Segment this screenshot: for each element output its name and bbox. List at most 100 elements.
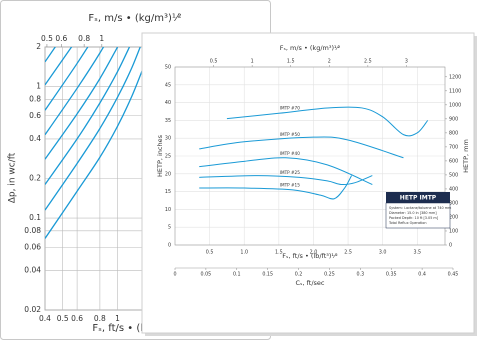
- series-label: IMTP #25: [280, 170, 300, 175]
- y-tick-label: 0.1: [29, 213, 41, 222]
- y-tick-label: 45: [165, 82, 171, 88]
- x3-tick-label: 0.2: [295, 272, 303, 278]
- data-line: [226, 106, 429, 137]
- card: [141, 32, 475, 334]
- y-axis-title: Δp, in wc/ft: [8, 152, 18, 203]
- y2-tick-label: 400: [449, 186, 458, 192]
- y-tick-label: 0.2: [29, 174, 41, 183]
- x3-tick-label: 0.15: [262, 272, 273, 278]
- data-line: [45, 65, 145, 239]
- annotation-line: Diameter: 15.0 in [380 mm]: [389, 211, 437, 215]
- x3-tick-label: 0.25: [324, 272, 335, 278]
- x3-tick-label: 0.05: [201, 272, 212, 278]
- x-tick-label: 0.8: [94, 314, 106, 323]
- y2-tick-label: 700: [449, 144, 458, 150]
- x-tick-label: 1.0: [240, 250, 248, 256]
- y2-tick-label: 1100: [449, 88, 461, 94]
- x-tick-label: 3.0: [379, 250, 387, 256]
- x2-axis-title: Fₛ, m/s • (kg/m³)¹⁄²: [280, 44, 341, 52]
- x2-tick-label: 0.6: [55, 34, 67, 43]
- x-tick-label: 2.5: [344, 250, 352, 256]
- y2-tick-label: 1000: [449, 102, 461, 108]
- series-label: IMTP #50: [280, 132, 300, 137]
- x-tick-label: 0.4: [39, 314, 51, 323]
- annotation-line: System: i-octane/toluene at 740 mm: [389, 206, 452, 210]
- x3-tick-label: 0.45: [448, 272, 459, 278]
- x3-tick-label: 0.3: [357, 272, 365, 278]
- y2-tick-label: 300: [449, 200, 458, 206]
- y2-tick-label: 600: [449, 158, 458, 164]
- y2-tick-label: 200: [449, 214, 458, 220]
- data-line: [199, 157, 373, 185]
- x-tick-label: 3.5: [413, 250, 421, 256]
- x2-tick-label: 0.5: [41, 34, 53, 43]
- x3-tick-label: 0.1: [233, 272, 241, 278]
- data-line: [45, 47, 89, 111]
- annotation-title: HETP IMTP: [400, 194, 437, 201]
- x3-tick-label: 0.35: [386, 272, 397, 278]
- y2-axis-title: HETP, mm: [462, 139, 470, 173]
- y-tick-label: 1: [36, 82, 41, 91]
- y-tick-label: 2: [36, 42, 41, 51]
- x2-tick-label: 3: [405, 59, 408, 65]
- y-axis-title: HETP, inches: [156, 134, 164, 177]
- annotation-line: Total Reflux Operation: [388, 221, 427, 225]
- data-line: [45, 47, 105, 136]
- x-tick-label: 2.0: [310, 250, 318, 256]
- x-tick-label: 0.5: [57, 314, 69, 323]
- y-tick-label: 15: [165, 189, 171, 195]
- series-label: IMTP #70: [280, 106, 300, 111]
- y-tick-label: 0.6: [29, 111, 41, 120]
- y-tick-label: 35: [165, 118, 171, 124]
- x2-tick-label: 1: [99, 34, 104, 43]
- x3-tick-label: 0.4: [418, 272, 426, 278]
- y-tick-label: 5: [168, 225, 171, 231]
- y-tick-label: 0.04: [24, 265, 41, 274]
- y2-tick-label: 0: [449, 243, 452, 249]
- y-tick-label: 25: [165, 154, 171, 160]
- data-line: [199, 136, 404, 159]
- data-line: [45, 47, 73, 86]
- y-tick-label: 20: [165, 171, 171, 177]
- x2-tick-label: 1.5: [287, 59, 295, 65]
- y-tick-label: 0: [168, 243, 171, 249]
- x2-tick-label: 2.5: [364, 59, 372, 65]
- x-tick-label: 0.6: [71, 314, 83, 323]
- x2-tick-label: 1: [251, 59, 254, 65]
- data-line: [45, 47, 119, 160]
- x-axis-title: Fₛ, ft/s • (lb/ft³)¹⁄²: [282, 252, 338, 260]
- y-tick-label: 0.8: [29, 94, 41, 103]
- data-line: [199, 175, 373, 186]
- annotation-line: Packed Depth: 10 ft [3.05 m]: [389, 216, 439, 220]
- x2-tick-label: 2: [328, 59, 331, 65]
- data-line: [45, 47, 57, 63]
- x2-tick-label: 0.5: [210, 59, 218, 65]
- y-tick-label: 40: [165, 100, 171, 106]
- series-label: IMTP #40: [280, 151, 300, 156]
- data-line: [45, 47, 131, 185]
- y-tick-label: 0.06: [24, 242, 41, 251]
- y2-tick-label: 800: [449, 130, 458, 136]
- x2-axis-title: Fₛ, m/s • (kg/m³)¹⁄²: [88, 13, 181, 24]
- y-tick-label: 0.02: [24, 305, 41, 314]
- y-tick-label: 50: [165, 65, 171, 71]
- x-axis-title: Fₛ, ft/s • (lb/ft³)¹⁄²: [92, 323, 177, 334]
- x3-axis-title: Cₛ, ft/sec: [296, 279, 325, 287]
- x3-tick-label: 0: [173, 272, 176, 278]
- y2-tick-label: 900: [449, 116, 458, 122]
- y2-tick-label: 100: [449, 228, 458, 234]
- x-tick-label: 1: [115, 314, 120, 323]
- plot-frame: [174, 66, 446, 246]
- y-tick-label: 30: [165, 136, 171, 142]
- series-label: IMTP #15: [280, 183, 300, 188]
- annotation-header: [386, 192, 450, 203]
- annotation-body: [385, 202, 451, 229]
- x-tick-label: 0.5: [206, 250, 214, 256]
- y-tick-label: 10: [165, 207, 171, 213]
- data-line: [45, 47, 141, 211]
- x2-tick-label: 0.8: [78, 34, 90, 43]
- data-line: [199, 175, 352, 200]
